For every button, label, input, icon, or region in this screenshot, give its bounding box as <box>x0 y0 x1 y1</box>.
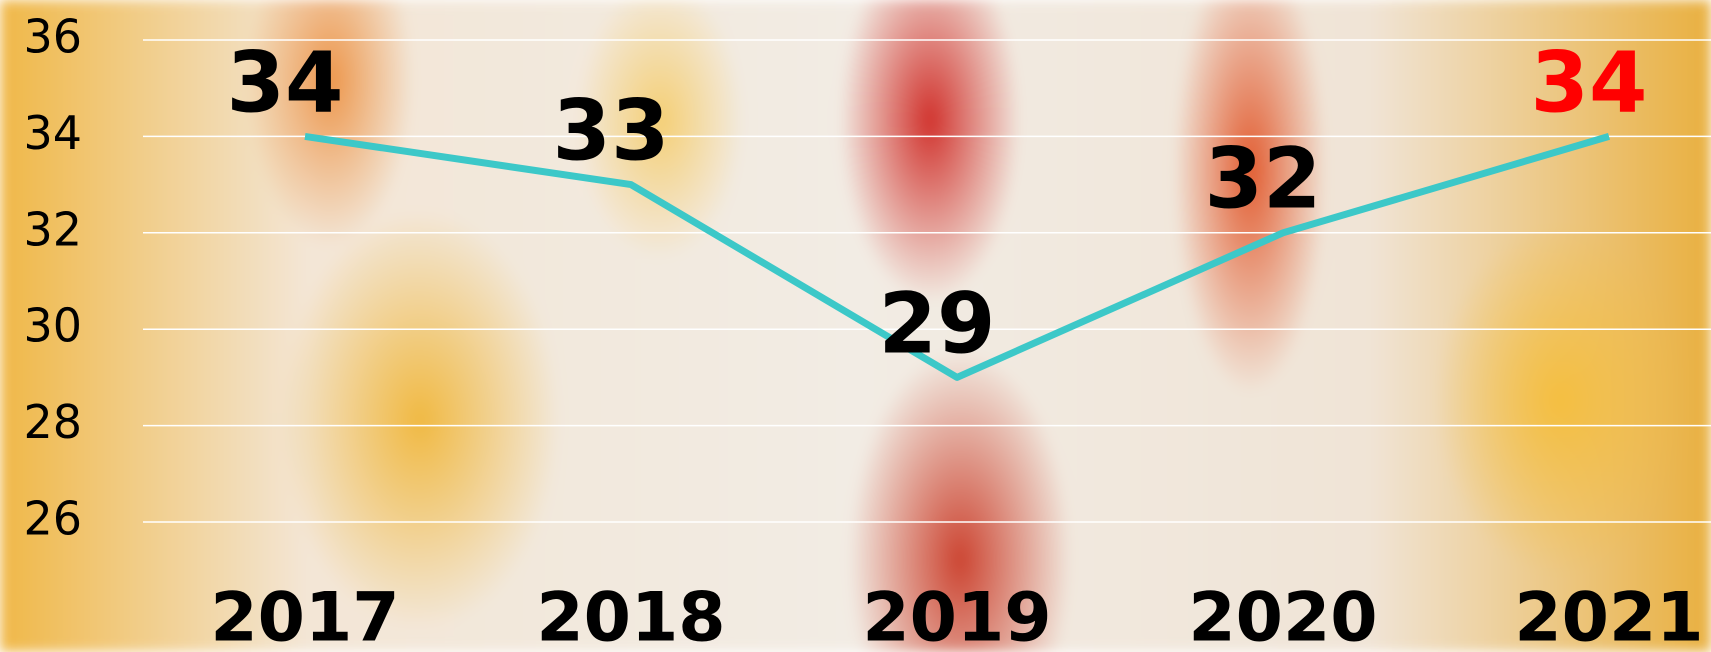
x-tick-label: 2018 <box>536 579 725 652</box>
value-label: 34 <box>227 33 344 131</box>
value-label: 32 <box>1205 130 1322 228</box>
page: 26 28 30 32 34 36 2017 2018 2019 2020 2021 34 33 29 32… <box>0 0 1711 652</box>
y-tick-label: 28 <box>23 395 82 449</box>
x-tick-label: 2020 <box>1188 579 1377 652</box>
y-tick-label: 34 <box>23 106 82 160</box>
value-label: 33 <box>553 82 670 180</box>
x-tick-label: 2017 <box>210 579 399 652</box>
x-tick-label: 2021 <box>1514 579 1703 652</box>
value-label: 34 <box>1531 33 1648 131</box>
y-tick-label: 32 <box>23 202 82 256</box>
value-label: 29 <box>879 274 996 372</box>
y-tick-label: 30 <box>23 299 82 353</box>
y-tick-label: 26 <box>23 492 82 546</box>
chart: 26 28 30 32 34 36 2017 2018 2019 2020 2021 34 33 29 32… <box>0 0 1711 652</box>
y-tick-label: 36 <box>23 10 82 64</box>
x-tick-label: 2019 <box>862 579 1051 652</box>
